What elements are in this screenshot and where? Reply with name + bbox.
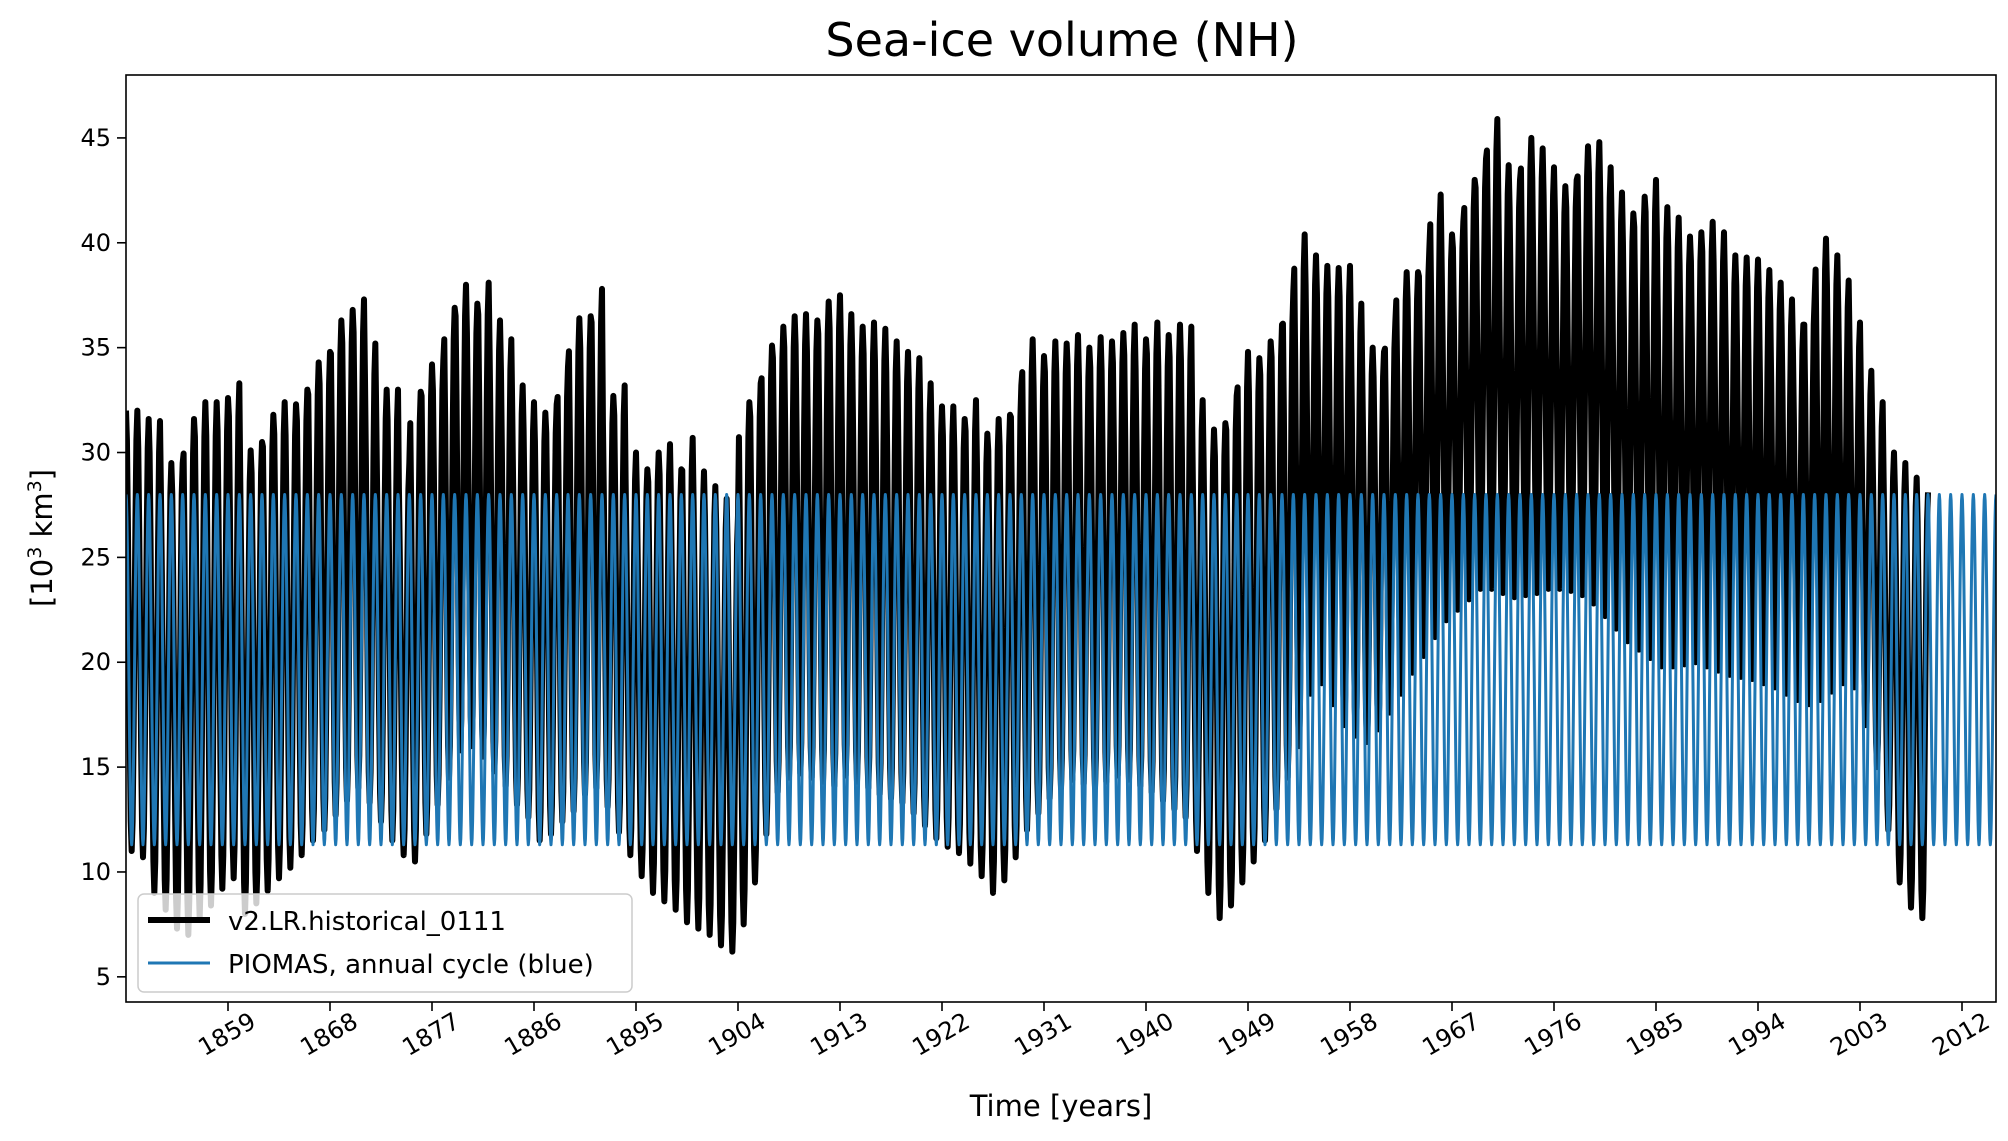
legend-box (137, 893, 633, 993)
y-tick-label-45: 45 (80, 124, 111, 152)
y-tick-label-25: 25 (80, 543, 111, 571)
y-tick-label-20: 20 (80, 648, 111, 676)
series-layer (126, 116, 1996, 955)
legend-label-piomas: PIOMAS, annual cycle (blue) (228, 950, 594, 980)
y-tick-label-35: 35 (80, 334, 111, 362)
legend-label-model: v2.LR.historical_0111 (228, 907, 506, 937)
plot-frame (125, 74, 1997, 1003)
y-axis-label: [103 km3] (24, 469, 59, 607)
y-tick-label-30: 30 (80, 439, 111, 467)
legend: v2.LR.historical_0111 PIOMAS, annual cyc… (137, 893, 633, 993)
y-tick-label-15: 15 (80, 753, 111, 781)
series-line-piomas (126, 492, 1996, 847)
chart-title: Sea-ice volume (NH) (825, 13, 1298, 67)
y-tick-label-10: 10 (80, 858, 111, 886)
y-tick-label-5: 5 (96, 963, 111, 991)
y-axis: 5 10 15 20 25 30 35 40 45 (80, 124, 126, 991)
y-tick-label-40: 40 (80, 229, 111, 257)
x-axis-label: Time [years] (969, 1089, 1153, 1123)
